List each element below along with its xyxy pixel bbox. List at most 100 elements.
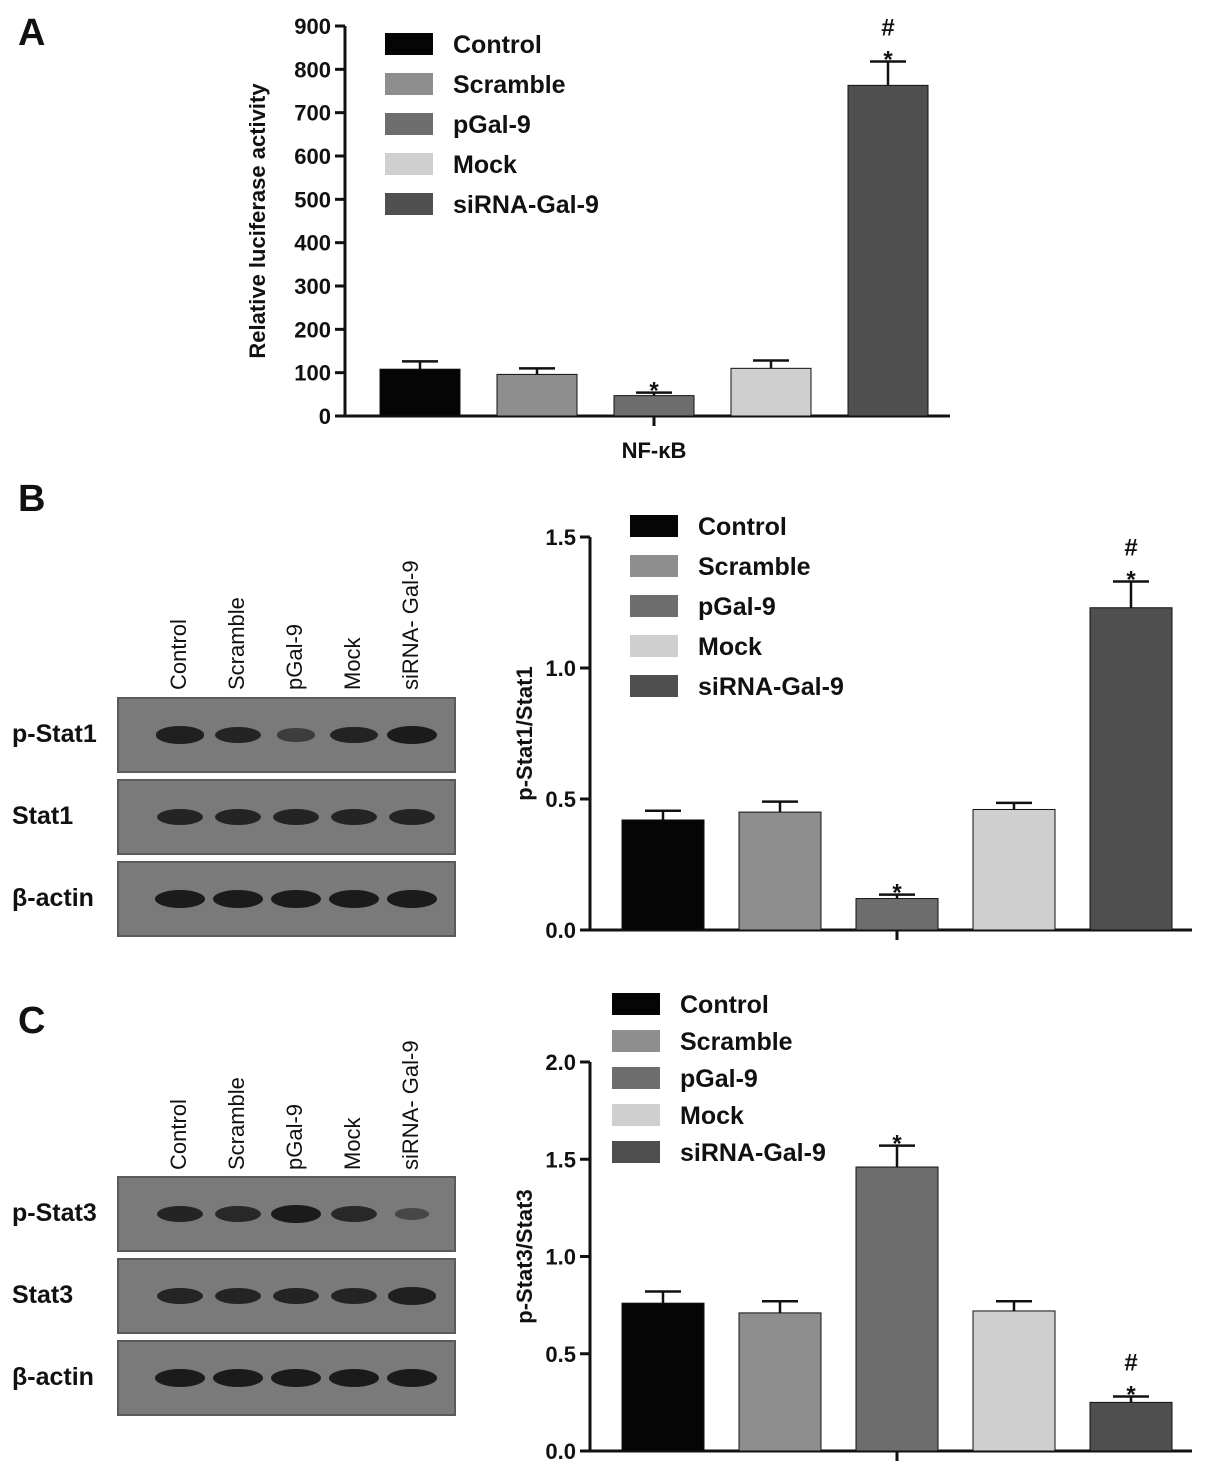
blot-row-label: β-actin bbox=[12, 884, 94, 912]
legend-label: pGal-9 bbox=[453, 111, 531, 139]
legend-label: pGal-9 bbox=[680, 1065, 758, 1093]
blot-band bbox=[331, 1205, 377, 1223]
chart-b: 0.0 0.5 1.0 1.5 p-Stat1/Stat1 * * # Control Scram… bbox=[512, 513, 1192, 943]
blot-band bbox=[330, 726, 378, 744]
legend-swatch bbox=[630, 595, 678, 617]
blot-row-label: p-Stat3 bbox=[12, 1199, 97, 1227]
bar-mock bbox=[972, 808, 1056, 931]
blot-row-label: β-actin bbox=[12, 1363, 94, 1391]
bar-scramble bbox=[738, 811, 822, 931]
blot-band bbox=[329, 890, 379, 908]
significance-asterisk: * bbox=[649, 378, 659, 405]
significance-hash: # bbox=[881, 15, 894, 42]
significance-asterisk: * bbox=[1126, 567, 1136, 594]
legend-swatch bbox=[630, 635, 678, 657]
legend-label: pGal-9 bbox=[698, 593, 776, 621]
blot-band bbox=[388, 1287, 436, 1305]
bar-mock bbox=[730, 367, 812, 417]
blot-band bbox=[213, 1369, 263, 1387]
legend-swatch bbox=[612, 1030, 660, 1052]
y-axis-title: p-Stat1/Stat1 bbox=[512, 666, 537, 800]
blot-band bbox=[155, 890, 205, 908]
chart-c: 0.0 0.5 1.0 1.5 2.0 p-Stat3/Stat3 * * # Control Sc… bbox=[512, 991, 1192, 1464]
panel-letter-c: C bbox=[18, 1000, 46, 1042]
blot-band bbox=[330, 1287, 378, 1305]
legend-label: Mock bbox=[680, 1102, 744, 1130]
blot-band bbox=[271, 1205, 321, 1223]
y-tick-label: 0.5 bbox=[545, 787, 576, 812]
blot-band bbox=[155, 1369, 205, 1387]
bar-scramble bbox=[496, 373, 578, 417]
legend-swatch bbox=[630, 515, 678, 537]
legend-label: Control bbox=[453, 31, 542, 59]
bar-pgal-9 bbox=[855, 1166, 939, 1452]
blot-band bbox=[156, 1287, 204, 1305]
blot-row-label: Stat3 bbox=[12, 1281, 74, 1309]
bar-control bbox=[379, 368, 461, 417]
y-axis-title: Relative luciferase activity bbox=[245, 83, 270, 359]
blot-band bbox=[394, 1208, 430, 1220]
bar-control bbox=[621, 819, 705, 931]
y-tick-label: 1.5 bbox=[545, 1147, 576, 1172]
panel-letter-b: B bbox=[18, 478, 46, 520]
bar-sirna-gal-9 bbox=[1089, 607, 1173, 931]
y-tick-label: 1.5 bbox=[545, 525, 576, 550]
significance-asterisk: * bbox=[883, 47, 893, 74]
y-tick-label: 2.0 bbox=[545, 1050, 576, 1075]
legend-label: siRNA-Gal-9 bbox=[680, 1139, 826, 1167]
y-tick-label: 0 bbox=[319, 404, 331, 429]
legend-label: Control bbox=[698, 513, 787, 541]
y-tick-label: 0.0 bbox=[545, 918, 576, 943]
legend-swatch bbox=[385, 113, 433, 135]
y-axis-title: p-Stat3/Stat3 bbox=[512, 1189, 537, 1323]
legend-swatch bbox=[612, 1067, 660, 1089]
legend-swatch bbox=[385, 33, 433, 55]
significance-asterisk: * bbox=[1126, 1382, 1136, 1409]
legend-label: Control bbox=[680, 991, 769, 1019]
bar-sirna-gal-9 bbox=[847, 84, 929, 417]
bar-mock bbox=[972, 1310, 1056, 1452]
significance-hash: # bbox=[1124, 535, 1137, 562]
bar-scramble bbox=[738, 1312, 822, 1452]
panel-letter-a: A bbox=[18, 12, 46, 54]
x-axis-title: NF-κB bbox=[622, 438, 687, 463]
blot-band bbox=[387, 726, 437, 744]
blot-row-label: Stat1 bbox=[12, 802, 74, 830]
y-tick-label: 1.0 bbox=[545, 1245, 576, 1270]
blot-band bbox=[329, 1369, 379, 1387]
legend-label: Scramble bbox=[453, 71, 566, 99]
chart-a: 0 100 200 300 400 500 600 700 800 900 Relative luc… bbox=[245, 14, 950, 463]
legend-label: Mock bbox=[453, 151, 517, 179]
legend-label: Mock bbox=[698, 633, 762, 661]
legend-label: siRNA-Gal-9 bbox=[698, 673, 844, 701]
blot-band bbox=[272, 1287, 320, 1305]
blot-band bbox=[214, 726, 262, 744]
legend-label: Scramble bbox=[698, 553, 811, 581]
y-tick-label: 0.5 bbox=[545, 1342, 576, 1367]
blot-band bbox=[387, 890, 437, 908]
blot-band bbox=[271, 1369, 321, 1387]
y-tick-label: 200 bbox=[294, 317, 331, 342]
blot-band bbox=[330, 808, 378, 826]
y-tick-label: 500 bbox=[294, 187, 331, 212]
blot-band bbox=[156, 808, 204, 826]
y-tick-label: 900 bbox=[294, 14, 331, 39]
blot-band bbox=[277, 728, 315, 742]
legend-swatch bbox=[612, 1104, 660, 1126]
bar-control bbox=[621, 1302, 705, 1452]
blot-band bbox=[156, 1205, 204, 1223]
y-tick-label: 100 bbox=[294, 361, 331, 386]
legend-swatch bbox=[612, 1141, 660, 1163]
y-tick-label: 300 bbox=[294, 274, 331, 299]
bar-pgal-9 bbox=[855, 898, 939, 931]
blot-band bbox=[156, 726, 204, 744]
blot-band bbox=[387, 1369, 437, 1387]
legend-swatch bbox=[612, 993, 660, 1015]
y-tick-label: 0.0 bbox=[545, 1439, 576, 1464]
blot-band bbox=[214, 808, 262, 826]
y-tick-label: 800 bbox=[294, 57, 331, 82]
legend-label: siRNA-Gal-9 bbox=[453, 191, 599, 219]
blot-row-label: p-Stat1 bbox=[12, 720, 97, 748]
legend-label: Scramble bbox=[680, 1028, 793, 1056]
